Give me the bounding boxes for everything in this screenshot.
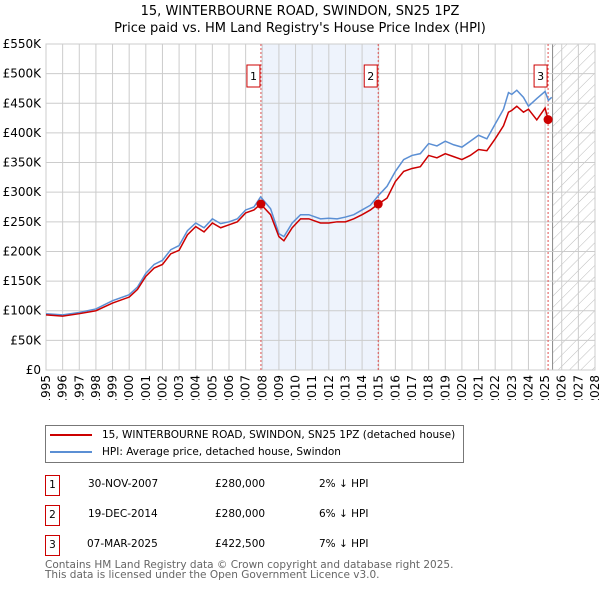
sale-marker-label: 1 bbox=[250, 70, 257, 83]
hpi-line bbox=[45, 89, 553, 316]
y-tick-label: £550K bbox=[3, 37, 43, 51]
x-tick-label: 2005 bbox=[205, 375, 219, 400]
chart-subtitle: Price paid vs. HM Land Registry's House … bbox=[114, 21, 486, 36]
y-tick-label: £150K bbox=[3, 274, 43, 288]
sale-hpi-diff: 6% ↓ HPI bbox=[319, 508, 369, 520]
y-tick-label: £400K bbox=[3, 126, 43, 140]
x-tick-label: 2016 bbox=[388, 375, 402, 400]
footer-licence: This data is licensed under the Open Gov… bbox=[45, 569, 380, 581]
sale-point bbox=[543, 115, 553, 125]
x-tick-label: 2024 bbox=[521, 375, 535, 400]
sale-marker-box bbox=[246, 64, 261, 88]
x-tick-label: 2020 bbox=[455, 375, 469, 400]
y-tick-label: £300K bbox=[3, 185, 43, 199]
footer: Contains HM Land Registry data © Crown c… bbox=[45, 559, 454, 581]
sale-row: 1 30-NOV-2007 £280,000 2% ↓ HPI bbox=[45, 475, 465, 496]
y-tick-label: £250K bbox=[3, 215, 43, 229]
legend-label-hpi: HPI: Average price, detached house, Swin… bbox=[102, 446, 341, 458]
sale-marker-badge: 2 bbox=[45, 505, 60, 526]
sale-point bbox=[373, 199, 383, 209]
x-tick-label: 1997 bbox=[72, 375, 86, 400]
x-tick-label: 2019 bbox=[438, 375, 452, 400]
x-tick-label: 2001 bbox=[139, 375, 153, 400]
sale-price: £280,000 bbox=[215, 508, 266, 520]
sale-marker-box bbox=[363, 64, 378, 88]
sale-marker-box bbox=[533, 64, 548, 88]
x-tick-label: 2026 bbox=[555, 375, 569, 400]
legend-blue-line bbox=[50, 451, 92, 453]
sale-date: 30-NOV-2007 bbox=[88, 478, 159, 490]
sale-hpi-diff: 7% ↓ HPI bbox=[319, 538, 369, 550]
legend-red-line bbox=[50, 434, 92, 436]
plot-frame bbox=[45, 43, 596, 371]
x-tick-label: 2010 bbox=[289, 375, 303, 400]
property-price-line bbox=[45, 105, 549, 317]
sale-row: 2 19-DEC-2014 £280,000 6% ↓ HPI bbox=[45, 505, 465, 526]
x-tick-label: 2018 bbox=[422, 375, 436, 400]
sale-price: £280,000 bbox=[215, 478, 266, 490]
x-tick-label: 2021 bbox=[472, 375, 486, 400]
y-tick-label: £450K bbox=[3, 96, 43, 110]
y-tick-label: £50K bbox=[10, 333, 42, 347]
x-tick-label: 2014 bbox=[355, 375, 369, 400]
legend: 15, WINTERBOURNE ROAD, SWINDON, SN25 1PZ… bbox=[45, 425, 464, 463]
x-tick-label: 2000 bbox=[122, 375, 136, 400]
x-tick-label: 1999 bbox=[106, 375, 120, 400]
x-tick-label: 2006 bbox=[222, 375, 236, 400]
x-tick-label: 2022 bbox=[488, 375, 502, 400]
x-tick-label: 2012 bbox=[322, 375, 336, 400]
x-tick-label: 2002 bbox=[155, 375, 169, 400]
x-tick-label: 1996 bbox=[56, 375, 70, 400]
x-tick-label: 2011 bbox=[305, 375, 319, 400]
price-chart: £0 £50K £100K £150K £200K £250K £300K £350K £400… bbox=[3, 37, 600, 400]
x-tick-label: 2017 bbox=[405, 375, 419, 400]
chart-title: 15, WINTERBOURNE ROAD, SWINDON, SN25 1PZ bbox=[140, 4, 460, 19]
sale-row: 3 07-MAR-2025 £422,500 7% ↓ HPI bbox=[45, 535, 465, 556]
y-tick-label: £500K bbox=[3, 67, 43, 81]
x-tick-label: 2007 bbox=[239, 375, 253, 400]
y-tick-label: £100K bbox=[3, 304, 43, 318]
x-tick-label: 2023 bbox=[505, 375, 519, 400]
x-tick-label: 1995 bbox=[39, 375, 53, 400]
x-tick-label: 2003 bbox=[172, 375, 186, 400]
x-tick-label: 2004 bbox=[189, 375, 203, 400]
x-tick-label: 2008 bbox=[255, 375, 269, 400]
y-tick-label: £200K bbox=[3, 244, 43, 258]
y-tick-label: £0 bbox=[26, 363, 41, 377]
shaded-period bbox=[260, 44, 379, 370]
x-tick-label: 2025 bbox=[538, 375, 552, 400]
sale-marker-badge: 1 bbox=[45, 475, 60, 496]
sale-date: 19-DEC-2014 bbox=[88, 508, 158, 520]
footer-copyright: Contains HM Land Registry data © Crown c… bbox=[45, 559, 454, 571]
x-tick-label: 2015 bbox=[372, 375, 386, 400]
sale-marker-label: 2 bbox=[367, 70, 374, 83]
x-tick-label: 2013 bbox=[338, 375, 352, 400]
sale-price: £422,500 bbox=[215, 538, 266, 550]
sale-point bbox=[256, 199, 266, 209]
sale-hpi-diff: 2% ↓ HPI bbox=[319, 478, 369, 490]
x-tick-label: 2009 bbox=[272, 375, 286, 400]
sale-marker-label: 3 bbox=[537, 70, 544, 83]
x-tick-label: 2027 bbox=[571, 375, 585, 400]
forecast-hatch bbox=[552, 44, 595, 370]
x-tick-label: 2028 bbox=[588, 375, 600, 400]
legend-label-property: 15, WINTERBOURNE ROAD, SWINDON, SN25 1PZ… bbox=[102, 429, 456, 441]
y-tick-label: £350K bbox=[3, 156, 43, 170]
sale-marker-badge: 3 bbox=[45, 535, 60, 556]
sale-date: 07-MAR-2025 bbox=[87, 538, 158, 550]
x-tick-label: 1998 bbox=[89, 375, 103, 400]
